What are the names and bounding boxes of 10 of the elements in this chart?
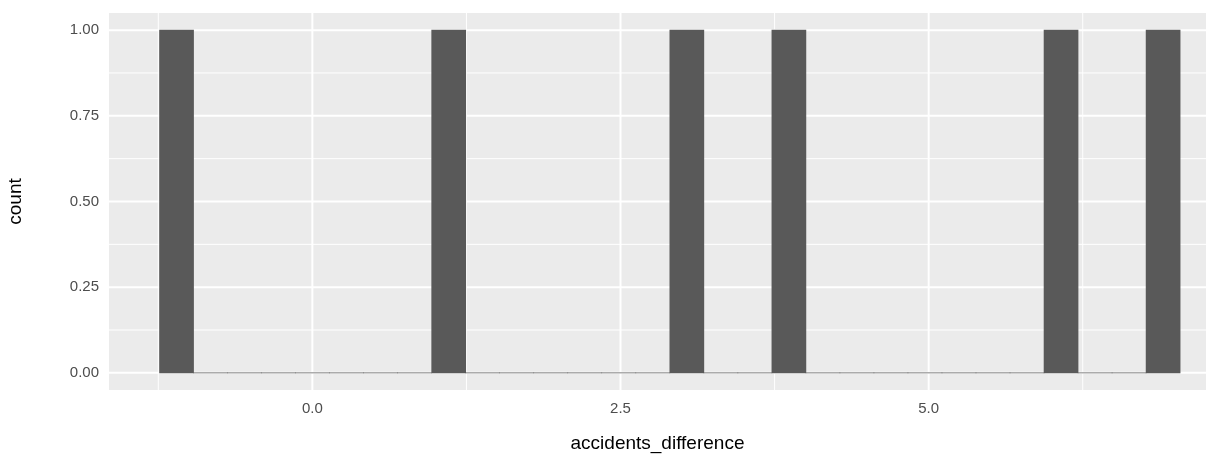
y-tick-label: 1.00 [69,20,99,38]
y-tick-label: 0.25 [69,277,99,295]
y-tick-label: 0.75 [69,105,99,123]
x-tick-label: 5.0 [918,399,940,417]
y-tick-label: 0.00 [69,363,99,380]
x-tick-label: 0.0 [301,399,323,417]
x-tick-label: 2.5 [610,399,631,417]
x-axis-title: accidents_difference [570,431,745,454]
y-axis-title: count [3,177,25,225]
y-tick-label: 0.50 [69,191,99,209]
